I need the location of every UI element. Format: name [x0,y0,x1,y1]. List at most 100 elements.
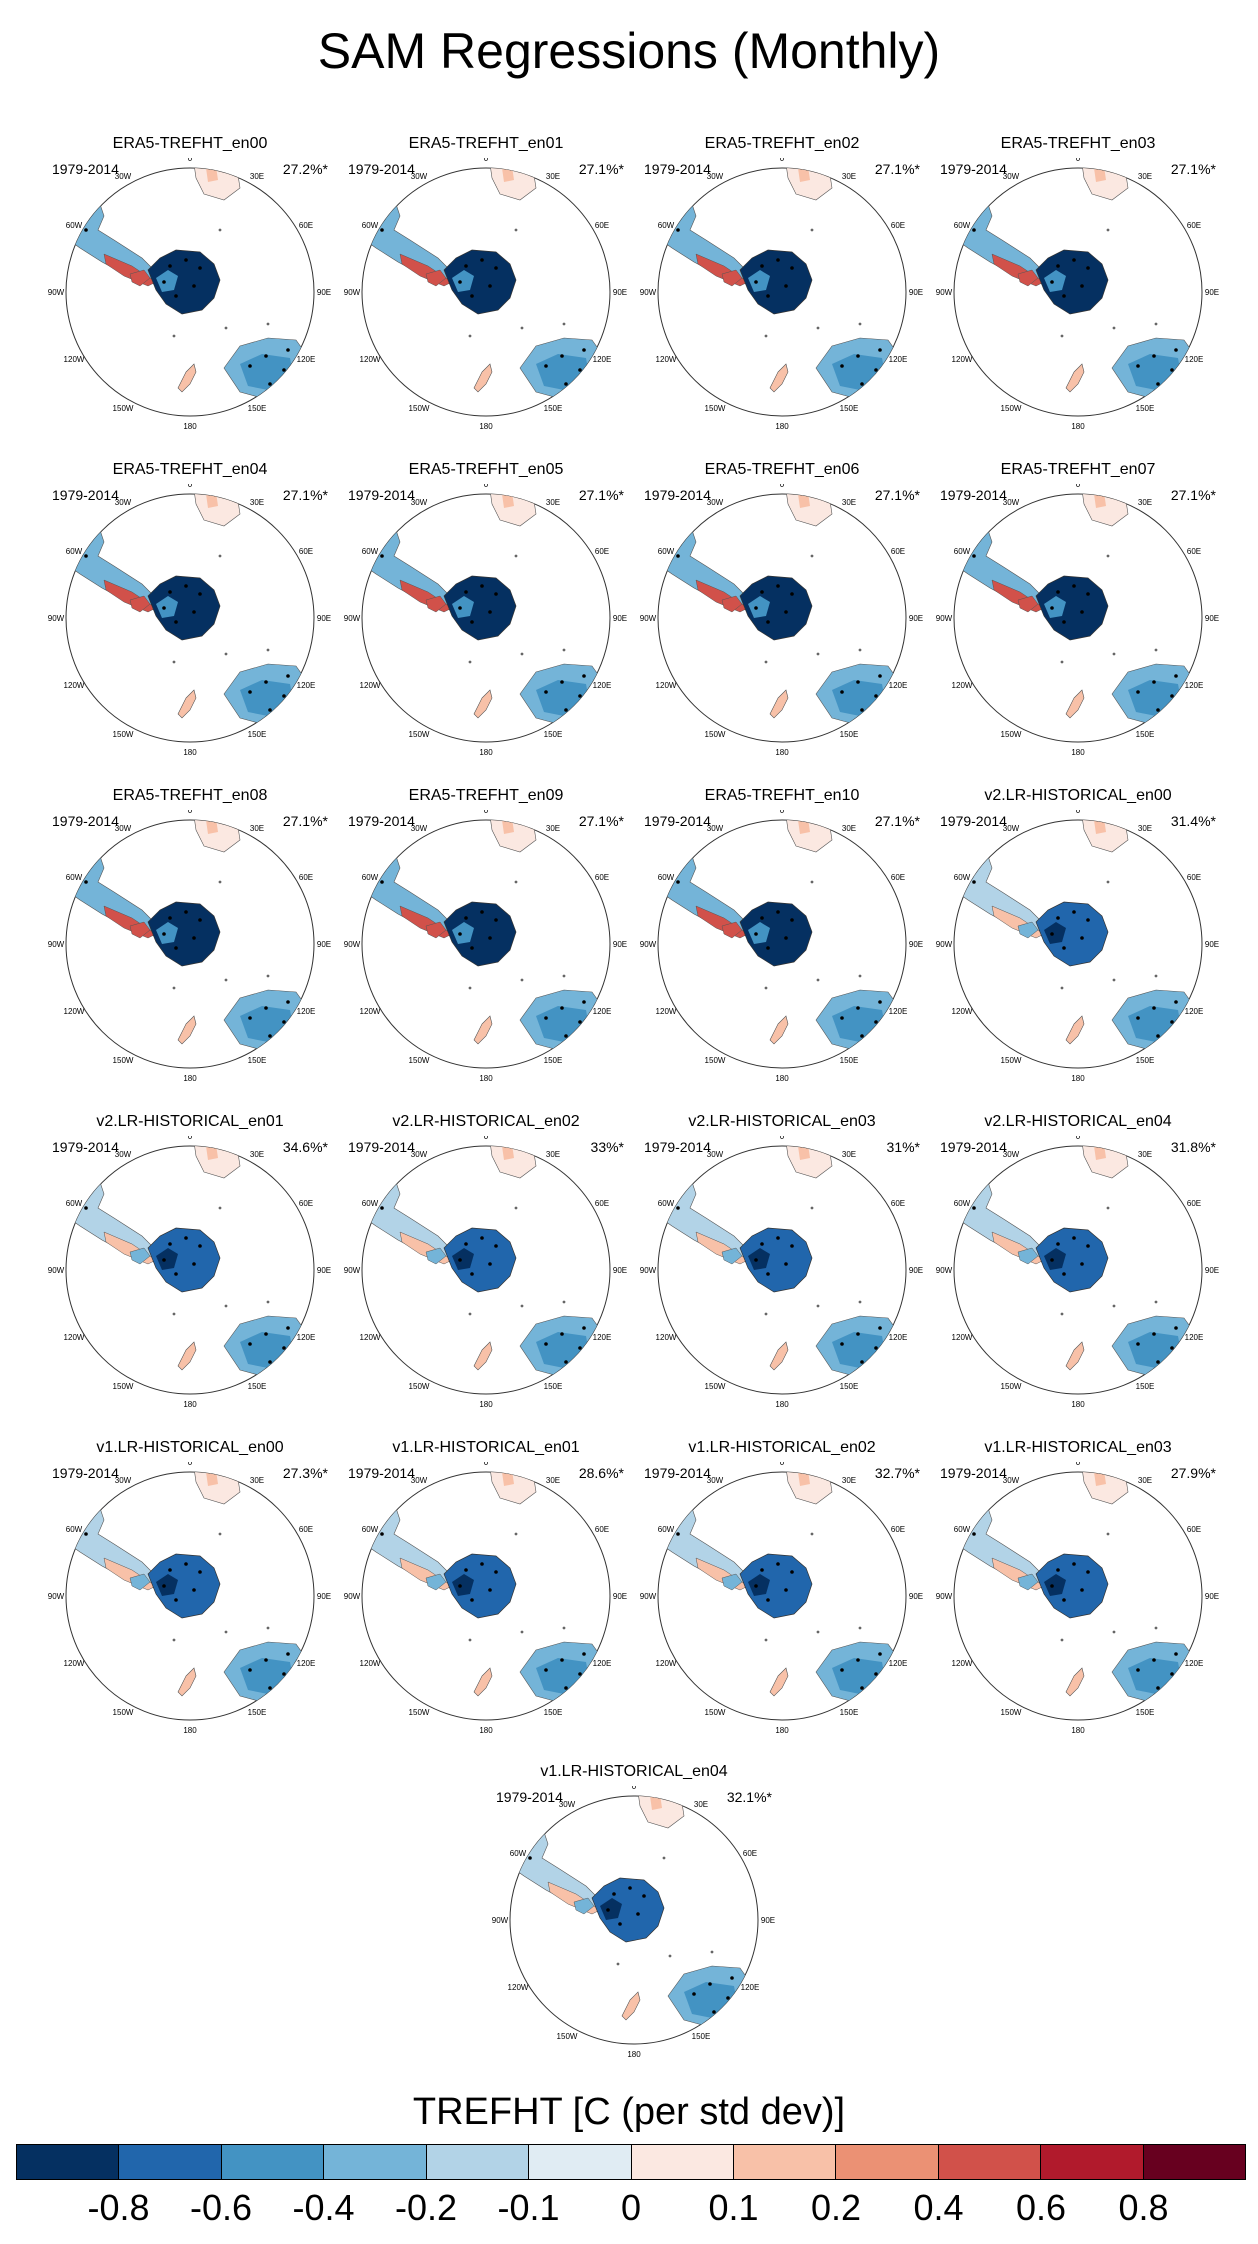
new-zealand [1065,1667,1085,1697]
africa-anomaly [206,168,218,182]
significance-dot [754,280,758,284]
significance-dot [72,1520,76,1524]
antarctica-landmass [739,1553,813,1619]
significance-dot [380,554,384,558]
map-content [361,493,611,743]
longitude-label: 120E [593,1659,612,1668]
significance-dot [1136,1342,1140,1346]
longitude-label: 60E [595,1199,609,1208]
island-marker [562,1300,566,1304]
significance-dot [84,880,88,884]
antarctica-interior [600,1898,622,1920]
panel-variance-percent: 31%* [886,1139,920,1155]
longitude-label: 120W [952,1659,973,1668]
significance-dot [628,1886,632,1890]
significance-dot [840,690,844,694]
panel-variance-percent: 27.1%* [874,161,920,177]
longitude-label: 150E [1136,1382,1155,1391]
longitude-label: 90E [1205,614,1219,623]
longitude-label: 120W [360,1333,381,1342]
map-panel: v1.LR-HISTORICAL_en01 1979-2014 28.6%* 0 30E… [340,1438,632,1738]
significance-dot [1072,584,1076,588]
longitude-label: 60W [954,873,971,882]
map-content [953,167,1203,417]
significance-dot [470,946,474,950]
colorbar-box [1143,2145,1246,2179]
significance-dot [954,1182,956,1186]
significance-dot [1072,910,1076,914]
colorbar-box [938,2145,1042,2179]
significance-dot [1086,1244,1090,1248]
panel-title: ERA5-TREFHT_en00 [112,135,268,152]
longitude-label: 150E [248,730,267,739]
new-zealand [1065,1341,1085,1371]
map-panel: v1.LR-HISTORICAL_en02 1979-2014 32.7%* 0 30E… [636,1438,928,1738]
significance-dot [860,382,864,386]
island-marker [218,554,222,558]
longitude-label: 60E [595,221,609,230]
antarctica-landmass [739,901,813,967]
antarctica-landmass [443,249,517,315]
longitude-label: 150E [544,404,563,413]
panel-variance-percent: 32.1%* [726,1789,772,1805]
antarctic-peninsula [1017,1247,1039,1265]
significance-dot [1174,348,1178,352]
longitude-label: 0 [484,1462,489,1467]
significance-dot [582,674,586,678]
island-marker [514,228,518,232]
antarctica-interior [452,270,474,292]
longitude-label: 30E [546,498,560,507]
significance-dot [66,856,68,860]
significance-dot [66,530,68,534]
longitude-label: 60E [1187,547,1201,556]
significance-dot [464,1242,468,1246]
longitude-label: 60E [1187,221,1201,230]
longitude-label: 90W [48,1266,65,1275]
island-marker [562,648,566,652]
longitude-label: 120W [360,1659,381,1668]
panel-title: ERA5-TREFHT_en06 [704,461,860,478]
map-panel: ERA5-TREFHT_en01 1979-2014 27.1%* 0 30E 60E 90… [340,134,632,434]
island-marker [562,974,566,978]
longitude-label: 60E [299,547,313,556]
significance-dot [560,1332,564,1336]
new-zealand [177,1667,197,1697]
africa-anomaly [798,1146,810,1160]
panel-title: v1.LR-HISTORICAL_en01 [392,1439,580,1456]
longitude-label: 60E [595,1525,609,1534]
significance-dot [676,1532,680,1536]
significance-dot [874,1020,878,1024]
polar-map: 0 30E 60E 90E 120E 150E 180 150W 120W 90W 60W 30W [48,1462,331,1735]
significance-dot [1152,680,1156,684]
new-zealand [769,689,789,719]
antarctica-landmass [1035,1553,1109,1619]
significance-dot [790,592,794,596]
panel-variance-percent: 28.6%* [578,1465,624,1481]
significance-dot [84,1532,88,1536]
longitude-label: 30W [1003,824,1020,833]
colorbar-title: TREFHT [C (per std dev)] [412,2091,846,2133]
panel-title: ERA5-TREFHT_en10 [704,787,860,804]
polar-map: 0 30E 60E 90E 120E 150E 180 150W 120W 90W 60W 30W [936,810,1219,1083]
panel-variance-percent: 27.1%* [578,487,624,503]
antarctica-interior [1044,922,1066,944]
colorbar-tick-label: 0.2 [810,2187,862,2228]
longitude-label: 150W [1001,404,1022,413]
longitude-label: 150E [840,404,859,413]
significance-dot [784,1262,788,1266]
map-content [657,1145,907,1395]
significance-dot [972,554,976,558]
island-marker [1060,334,1064,338]
significance-dot [528,1856,532,1860]
longitude-label: 60W [66,547,83,556]
significance-dot [162,606,166,610]
map-panel: v1.LR-HISTORICAL_en04 1979-2014 32.1%* 0 30E… [488,1762,780,2062]
significance-dot [766,1272,770,1276]
significance-dot [560,680,564,684]
significance-dot [664,868,668,872]
significance-dot [840,1016,844,1020]
significance-dot [458,932,462,936]
significance-dot [878,1326,882,1330]
island-marker [172,986,176,990]
significance-dot [248,1668,252,1672]
